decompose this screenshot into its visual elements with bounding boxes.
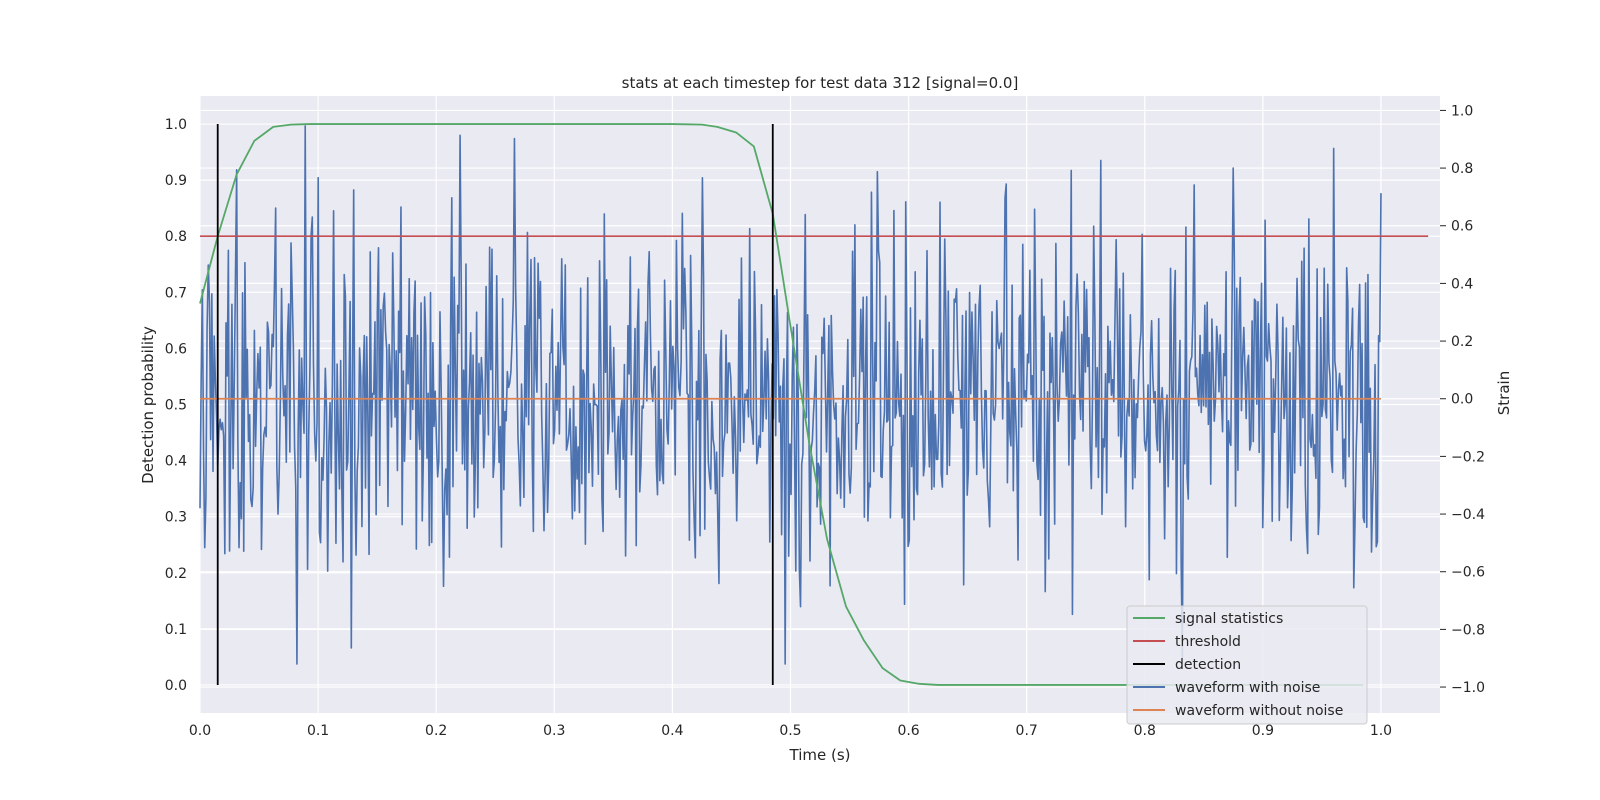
x-tick-label: 1.0 xyxy=(1370,723,1392,739)
y-tick-label: 0.1 xyxy=(165,622,187,638)
y2-tick-label: −1.0 xyxy=(1451,680,1485,696)
legend-entry-label: threshold xyxy=(1175,634,1241,650)
x-tick-label: 0.4 xyxy=(661,723,683,739)
y-tick-label: 0.8 xyxy=(165,229,187,245)
y2-tick-label: −0.8 xyxy=(1451,622,1485,638)
series-signal-statistics xyxy=(199,123,1364,686)
y-tick-label: 0.0 xyxy=(165,678,187,694)
y2-tick-label: −0.6 xyxy=(1451,565,1485,581)
y-tick-label: 1.0 xyxy=(165,117,187,133)
y-axis-ticks: 0.0 0.1 0.2 0.3 0.4 0.5 0.6 0.7 0.8 0.9 1.0 xyxy=(165,117,187,694)
x-tick-label: 0.2 xyxy=(425,723,447,739)
legend-entry-label: detection xyxy=(1175,657,1241,673)
y-tick-label: 0.2 xyxy=(165,566,187,582)
legend: signal statistics threshold detection wavef… xyxy=(1126,605,1368,725)
y-tick-label: 0.9 xyxy=(165,173,187,189)
y-tick-label: 0.6 xyxy=(165,341,187,357)
y2-tick-label: 1.0 xyxy=(1451,103,1473,119)
y2-tick-label: −0.4 xyxy=(1451,507,1485,523)
legend-entry-label: waveform without noise xyxy=(1175,703,1343,719)
y2-tick-label: −0.2 xyxy=(1451,449,1485,465)
x-tick-label: 0.6 xyxy=(897,723,919,739)
y2-tick-label: 0.8 xyxy=(1451,161,1473,177)
x-axis-label: Time (s) xyxy=(789,746,851,764)
legend-box xyxy=(1126,605,1368,725)
y2-tick-label: 0.0 xyxy=(1451,392,1473,408)
x-tick-label: 0.5 xyxy=(779,723,801,739)
y-axis-label: Detection probability xyxy=(139,326,157,484)
y2-tick-label: 0.6 xyxy=(1451,219,1473,235)
chart-marks xyxy=(199,123,1429,686)
y2-tick-label: 0.2 xyxy=(1451,334,1473,350)
x-tick-label: 0.8 xyxy=(1134,723,1156,739)
y-tick-label: 0.5 xyxy=(165,398,187,414)
y-tick-label: 0.4 xyxy=(165,454,187,470)
x-tick-label: 0.3 xyxy=(543,723,565,739)
x-tick-label: 0.1 xyxy=(307,723,329,739)
x-tick-label: 0.9 xyxy=(1252,723,1274,739)
legend-entry-label: waveform with noise xyxy=(1175,680,1320,696)
x-axis-ticks: 0.0 0.1 0.2 0.3 0.4 0.5 0.6 0.7 0.8 0.9 1.0 xyxy=(189,723,1392,739)
y-tick-label: 0.7 xyxy=(165,285,187,301)
y2-axis-label: Strain xyxy=(1495,371,1513,415)
chart-title: stats at each timestep for test data 312… xyxy=(622,74,1019,92)
y-tick-label: 0.3 xyxy=(165,510,187,526)
legend-entry-label: signal statistics xyxy=(1175,611,1283,627)
x-tick-label: 0.0 xyxy=(189,723,211,739)
y2-tick-label: 0.4 xyxy=(1451,276,1473,292)
x-tick-label: 0.7 xyxy=(1016,723,1038,739)
series-waveform-with-noise xyxy=(199,125,1382,665)
y2-axis-ticks: −1.0 −0.8 −0.6 −0.4 −0.2 0.0 0.2 0.4 0.6 0.8 1.0 xyxy=(1440,103,1485,696)
